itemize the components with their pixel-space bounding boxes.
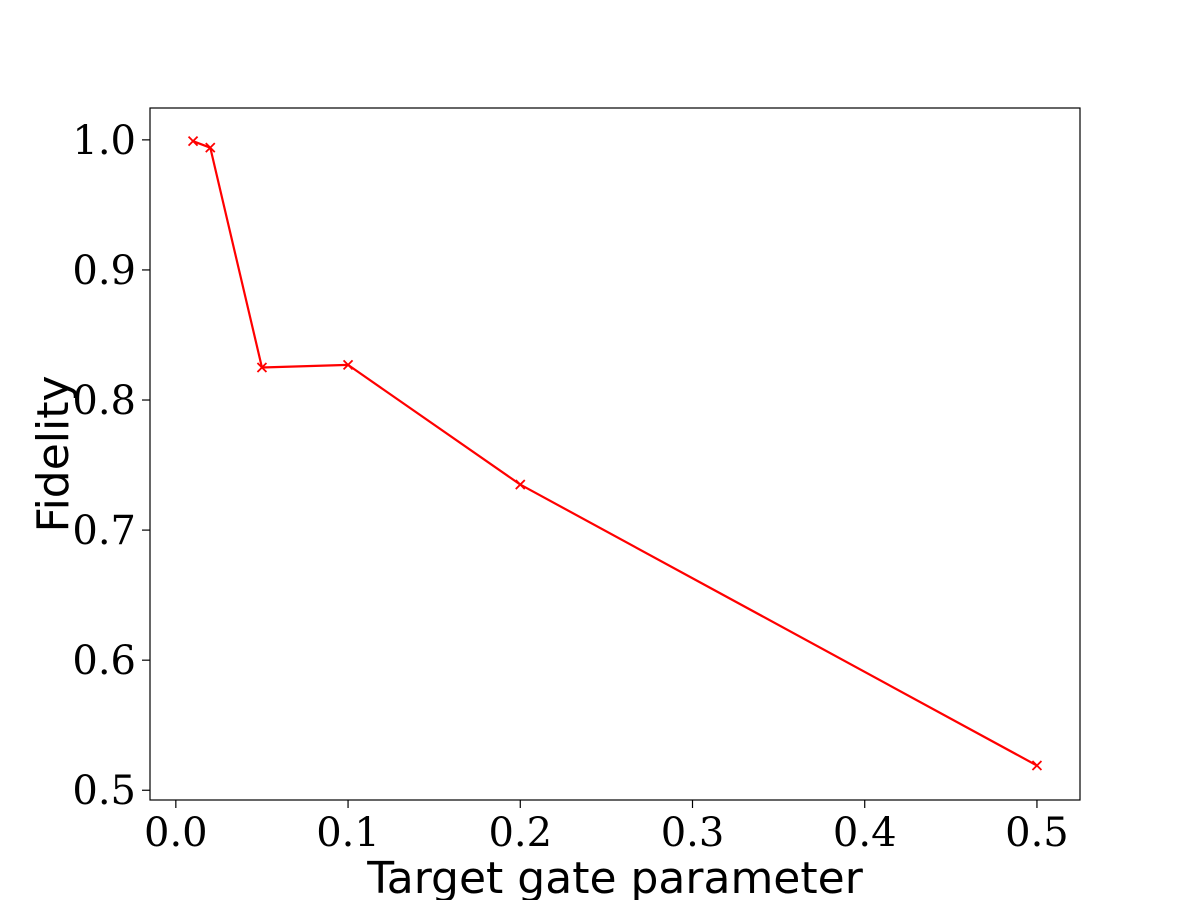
x-tick-label: 0.1 xyxy=(316,810,380,856)
x-tick-label: 0.5 xyxy=(1005,810,1069,856)
y-tick-label: 0.7 xyxy=(72,508,136,554)
y-axis-label: Fidelity xyxy=(28,375,79,532)
data-point-marker xyxy=(205,142,216,153)
x-tick-label: 0.3 xyxy=(661,810,725,856)
x-axis-label: Target gate parameter xyxy=(366,853,864,900)
data-point-marker xyxy=(256,362,268,373)
plot-area xyxy=(187,136,1043,771)
y-tick-label: 0.9 xyxy=(72,248,136,294)
y-tick-label: 0.8 xyxy=(72,378,136,424)
y-tick-label: 0.5 xyxy=(72,768,136,814)
x-tick-label: 0.2 xyxy=(488,810,552,856)
data-point-marker xyxy=(1031,760,1043,771)
y-tick-label: 0.6 xyxy=(72,638,136,684)
data-point-marker xyxy=(187,136,199,147)
y-tick-label: 1.0 xyxy=(72,118,136,164)
series-line xyxy=(192,140,1038,767)
data-point-marker xyxy=(515,479,526,490)
data-point-marker xyxy=(342,359,354,371)
x-tick-label: 0.4 xyxy=(833,810,897,856)
y-axis: 0.5 0.6 0.7 0.8 0.9 1.0 xyxy=(72,118,150,814)
x-tick-label: 0.0 xyxy=(144,810,208,856)
x-axis: 0.0 0.1 0.2 0.3 0.4 0.5 xyxy=(144,800,1069,856)
axes-frame xyxy=(149,107,1081,801)
